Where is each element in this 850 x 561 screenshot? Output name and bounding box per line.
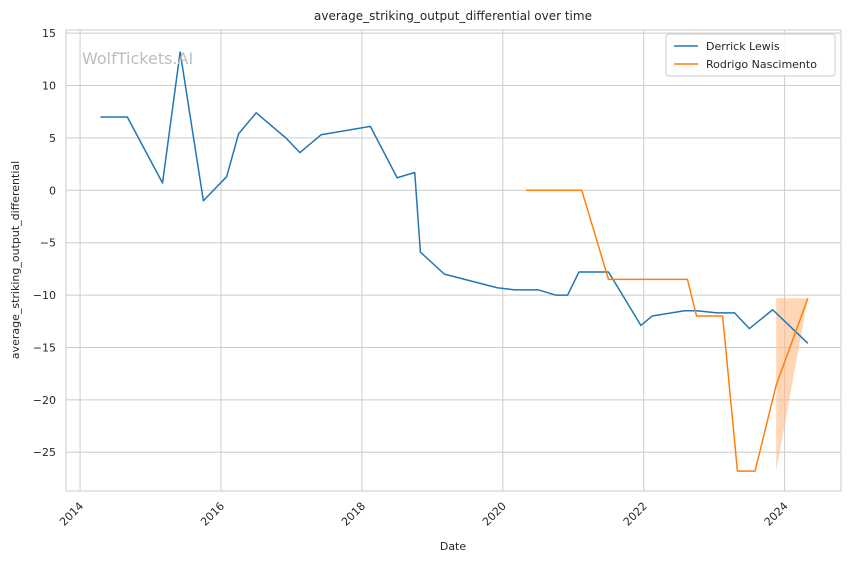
y-tick-label: −5	[40, 237, 56, 250]
y-tick-label: 15	[42, 27, 56, 40]
y-tick-label: −25	[33, 446, 56, 459]
chart-title: average_striking_output_differential ove…	[314, 9, 592, 23]
x-tick-label: 2020	[480, 500, 509, 529]
x-tick-label: 2016	[198, 500, 227, 529]
series-lines	[100, 51, 809, 472]
y-tick-label: −20	[33, 394, 56, 407]
confidence-band-rodrigo-nascimento	[776, 298, 808, 472]
x-tick-label: 2014	[57, 500, 86, 529]
y-tick-label: −10	[33, 289, 56, 302]
y-tick-label: 5	[49, 132, 56, 145]
plot-area	[65, 29, 842, 492]
legend-label-rodrigo-nascimento: Rodrigo Nascimento	[706, 58, 817, 71]
x-axis-label: Date	[440, 540, 467, 553]
x-tick-label: 2024	[762, 500, 791, 529]
y-tick-label: 0	[49, 184, 56, 197]
legend-label-derrick-lewis: Derrick Lewis	[706, 40, 780, 53]
legend: Derrick Lewis Rodrigo Nascimento	[665, 33, 836, 77]
x-tick-label: 2018	[339, 500, 368, 529]
confidence-bands	[776, 298, 808, 472]
series-line-rodrigo-nascimento	[526, 189, 809, 472]
y-tick-label: −15	[33, 341, 56, 354]
legend-box	[665, 33, 836, 77]
y-tick-labels: 15 10 5 0 −5 −10 −15 −20 −25	[33, 27, 56, 459]
y-axis-label: average_striking_output_differential	[9, 161, 22, 359]
x-tick-labels: 2014 2016 2018 2020 2022 2024	[57, 500, 791, 529]
x-tick-label: 2022	[621, 500, 650, 529]
y-tick-label: 10	[42, 80, 56, 93]
watermark: WolfTickets.AI	[82, 49, 193, 68]
grid-lines	[66, 30, 841, 491]
